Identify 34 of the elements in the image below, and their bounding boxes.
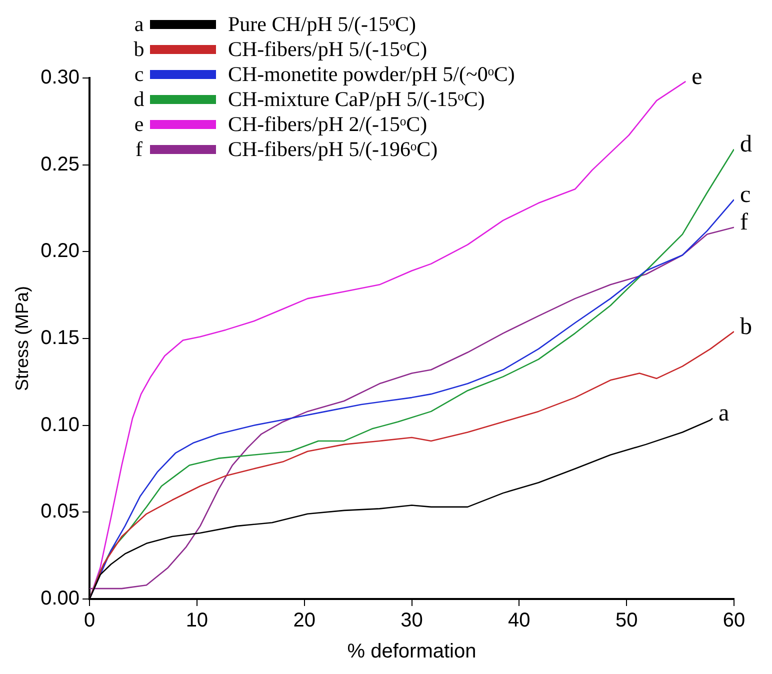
y-axis-title: Stress (MPa) [12, 286, 32, 392]
x-tick-label: 10 [186, 610, 208, 632]
x-axis-title: % deformation [347, 640, 476, 663]
legend-label: CH-monetite powder/pH 5/(~0ᵒC) [228, 62, 515, 87]
annotation: e [692, 64, 702, 90]
y-tick-label: 0.25 [40, 153, 80, 176]
y-tick-label: 0.00 [40, 588, 80, 610]
annotation: c [740, 182, 751, 208]
x-tick-label: 50 [615, 610, 638, 632]
legend-label: CH-fibers/pH 2/(-15ᵒC) [228, 112, 428, 137]
legend-label: Pure CH/pH 5/(-15ᵒC) [228, 12, 416, 37]
legend-label: CH-mixture CaP/pH 5/(-15ᵒC) [228, 87, 485, 112]
annotation: f [740, 210, 748, 236]
annotation: a [718, 400, 730, 427]
y-tick-label: 0.05 [40, 500, 80, 523]
text: c [134, 62, 144, 86]
text: a [134, 12, 144, 36]
text: e [134, 112, 144, 136]
x-tick-label: 30 [400, 610, 423, 632]
x-tick-label: 60 [722, 610, 746, 632]
annotation: d [740, 132, 752, 158]
y-tick-label: 0.15 [40, 327, 80, 350]
legend-label: CH-fibers/pH 5/(-15ᵒC) [228, 37, 428, 62]
y-tick-label: 0.20 [40, 240, 80, 262]
y-tick-label: 0.30 [40, 66, 80, 89]
y-tick-label: 0.10 [40, 414, 80, 436]
x-tick-label: 40 [508, 610, 530, 632]
text: d [134, 87, 144, 111]
x-tick-label: 0 [84, 610, 96, 632]
text: f [136, 137, 142, 161]
legend-label: CH-fibers/pH 5/(-196ᵒC) [228, 137, 438, 162]
annotation: b [740, 314, 752, 340]
text: b [134, 37, 144, 61]
x-tick-label: 20 [293, 610, 316, 632]
